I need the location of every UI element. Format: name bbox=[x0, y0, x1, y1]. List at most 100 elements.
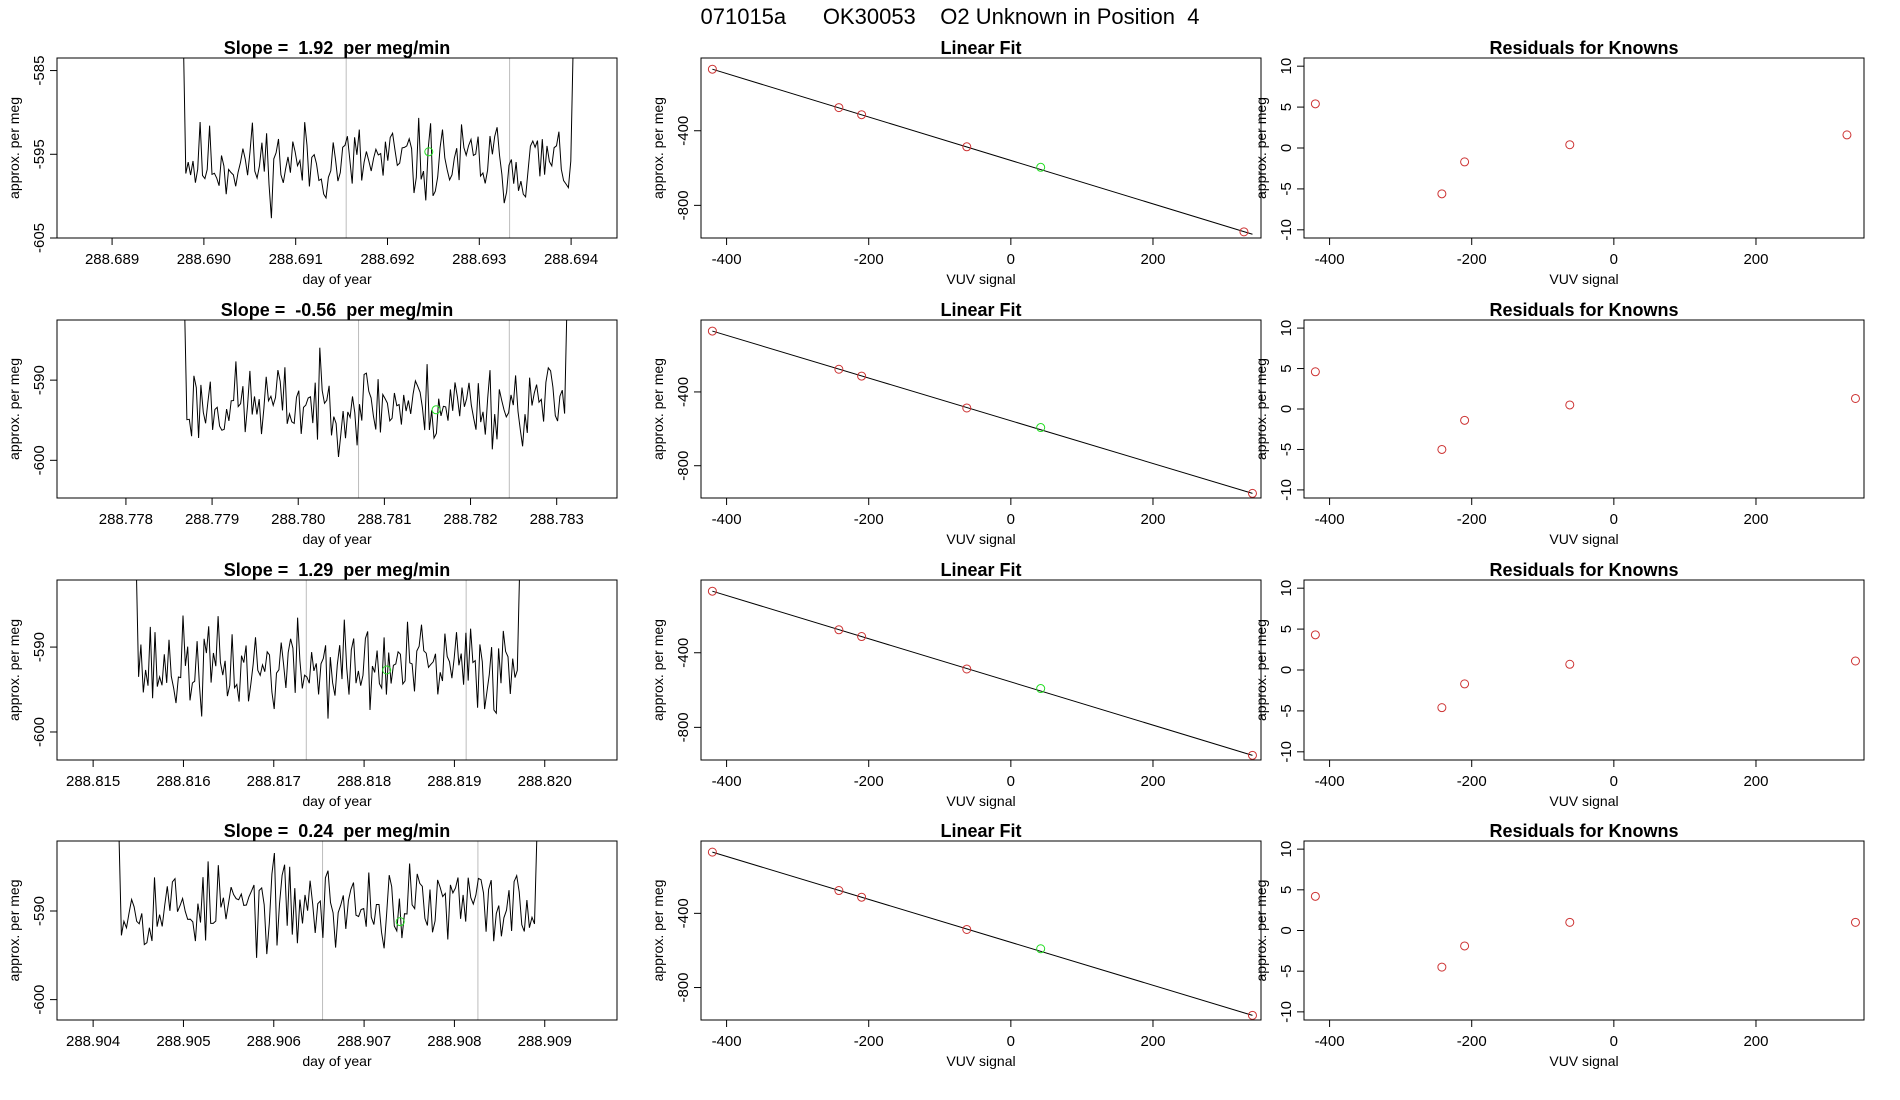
x-axis-label: VUV signal bbox=[946, 271, 1015, 287]
y-tick-label: -605 bbox=[31, 223, 48, 253]
unknown-point bbox=[1036, 684, 1046, 694]
x-tick-label: 0 bbox=[1007, 1033, 1015, 1050]
panel-1: Slope = -0.56 per meg/min 288.778 288.779 2… bbox=[6, 300, 618, 547]
plot-area bbox=[707, 847, 1257, 1020]
known-point bbox=[834, 364, 844, 374]
panel-title: Residuals for Knowns bbox=[1489, 821, 1678, 841]
known-point bbox=[1437, 189, 1447, 199]
y-tick-label: 0 bbox=[1278, 405, 1295, 413]
x-axis-label: VUV signal bbox=[1549, 793, 1618, 809]
x-tick-label: -200 bbox=[1457, 251, 1487, 268]
known-point bbox=[1437, 962, 1447, 972]
unknown-point bbox=[1036, 162, 1046, 172]
x-axis-label: VUV signal bbox=[1549, 531, 1618, 547]
y-axis-label: approx. per meg bbox=[650, 880, 666, 982]
plot-area bbox=[1310, 367, 1860, 454]
panel-title: Slope = 0.24 per meg/min bbox=[224, 821, 451, 841]
x-tick-label: 288.693 bbox=[452, 251, 506, 268]
unknown-point bbox=[382, 665, 392, 675]
y-axis-label: approx. per meg bbox=[1253, 97, 1269, 199]
panel-5: Linear Fit -400 -200 0 200 -800 -400 VUV signal… bbox=[650, 300, 1262, 547]
y-axis-label: approx. per meg bbox=[1253, 619, 1269, 721]
y-tick-label: -800 bbox=[675, 451, 692, 481]
y-tick-label: -585 bbox=[31, 56, 48, 86]
x-tick-label: 0 bbox=[1007, 511, 1015, 528]
known-point bbox=[707, 64, 717, 74]
x-tick-label: 0 bbox=[1007, 251, 1015, 268]
x-tick-label: 288.909 bbox=[518, 1033, 572, 1050]
known-point bbox=[834, 886, 844, 896]
panel-2: Slope = 1.29 per meg/min 288.815 288.816 28… bbox=[6, 560, 618, 809]
x-tick-label: -200 bbox=[1457, 1033, 1487, 1050]
known-point bbox=[1310, 367, 1320, 377]
y-tick-label: -590 bbox=[31, 365, 48, 395]
y-tick-label: 0 bbox=[1278, 144, 1295, 152]
plot-area bbox=[183, 58, 574, 238]
x-tick-label: 200 bbox=[1743, 511, 1768, 528]
y-axis-label: approx. per meg bbox=[6, 97, 22, 199]
signal-trace bbox=[136, 580, 520, 719]
x-tick-label: 288.818 bbox=[337, 773, 391, 790]
x-axis-label: VUV signal bbox=[1549, 1053, 1618, 1069]
panel-10: Residuals for Knowns -400 -200 0 200 -10 -5 0 5 1… bbox=[1253, 560, 1865, 809]
plot-frame bbox=[1303, 579, 1865, 761]
y-tick-label: -400 bbox=[675, 377, 692, 407]
y-axis-label: approx. per meg bbox=[6, 358, 22, 460]
x-tick-label: -400 bbox=[1315, 773, 1345, 790]
y-tick-label: -10 bbox=[1278, 741, 1295, 763]
y-tick-label: 5 bbox=[1278, 103, 1295, 111]
panel-title: Residuals for Knowns bbox=[1489, 38, 1678, 58]
y-tick-label: 10 bbox=[1278, 320, 1295, 337]
y-tick-label: -600 bbox=[31, 717, 48, 747]
known-point bbox=[1565, 140, 1575, 150]
x-tick-label: 288.904 bbox=[66, 1033, 120, 1050]
y-tick-label: -400 bbox=[675, 116, 692, 146]
x-tick-label: -200 bbox=[1457, 511, 1487, 528]
known-point bbox=[1565, 400, 1575, 410]
y-tick-label: -10 bbox=[1278, 479, 1295, 501]
fit-line bbox=[712, 68, 1253, 235]
y-tick-label: -595 bbox=[31, 139, 48, 169]
known-point bbox=[1850, 656, 1860, 666]
x-tick-label: -200 bbox=[854, 773, 884, 790]
signal-trace bbox=[184, 320, 568, 458]
plot-area bbox=[1310, 630, 1860, 713]
x-tick-label: 288.779 bbox=[185, 511, 239, 528]
known-point bbox=[962, 403, 972, 413]
fit-line bbox=[712, 330, 1253, 494]
known-point bbox=[1310, 99, 1320, 109]
x-axis-label: VUV signal bbox=[1549, 271, 1618, 287]
known-point bbox=[1239, 227, 1249, 237]
x-axis-label: VUV signal bbox=[946, 793, 1015, 809]
panel-3: Slope = 0.24 per meg/min 288.904 288.905 28… bbox=[6, 821, 618, 1069]
known-point bbox=[1850, 917, 1860, 927]
known-point bbox=[857, 110, 867, 120]
plot-frame bbox=[56, 579, 618, 761]
y-tick-label: 5 bbox=[1278, 886, 1295, 894]
plot-frame bbox=[1303, 57, 1865, 239]
x-tick-label: 200 bbox=[1743, 1033, 1768, 1050]
unknown-point bbox=[424, 147, 434, 157]
known-point bbox=[1565, 659, 1575, 669]
known-point bbox=[1247, 488, 1257, 498]
plot-area bbox=[707, 586, 1257, 760]
y-tick-label: 0 bbox=[1278, 926, 1295, 934]
signal-trace bbox=[118, 841, 538, 958]
known-point bbox=[707, 326, 717, 336]
known-point bbox=[1460, 679, 1470, 689]
y-tick-label: -10 bbox=[1278, 219, 1295, 241]
signal-trace bbox=[183, 58, 574, 219]
known-point bbox=[1460, 941, 1470, 951]
plot-frame bbox=[56, 319, 618, 499]
plot-frame bbox=[56, 57, 618, 239]
known-point bbox=[1247, 750, 1257, 760]
y-tick-label: -5 bbox=[1278, 443, 1295, 456]
x-tick-label: 0 bbox=[1007, 773, 1015, 790]
plot-frame bbox=[700, 57, 1262, 239]
plot-area bbox=[707, 326, 1257, 498]
plot-area bbox=[707, 64, 1253, 237]
y-axis-label: approx. per meg bbox=[1253, 880, 1269, 982]
known-point bbox=[707, 586, 717, 596]
unknown-point bbox=[1036, 944, 1046, 954]
plot-frame bbox=[700, 319, 1262, 499]
